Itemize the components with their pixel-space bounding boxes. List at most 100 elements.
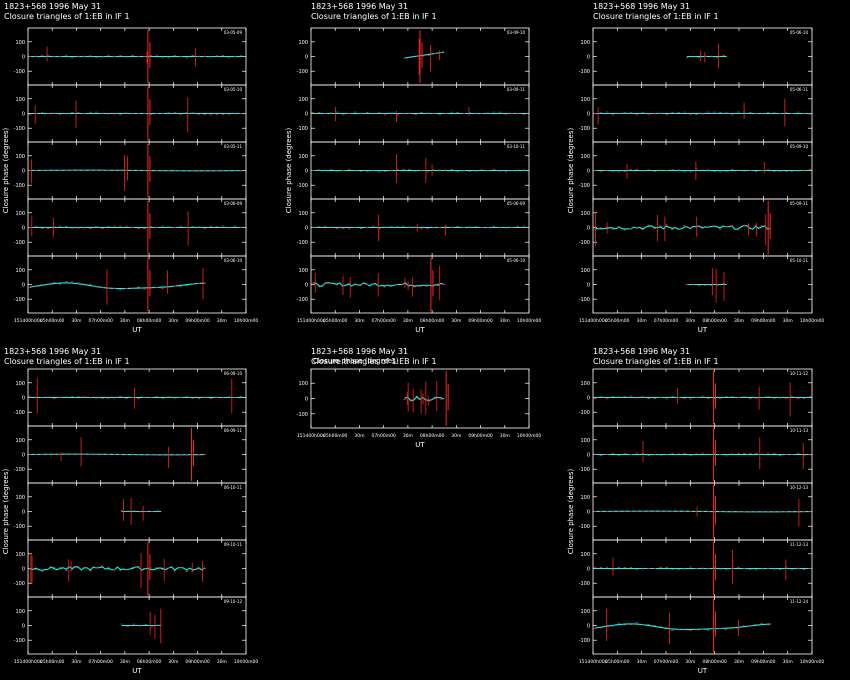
panel-label: 09-10-11 — [224, 542, 243, 547]
x-tick-label: 30m — [500, 318, 510, 324]
panel-label: 09-10-12 — [224, 599, 243, 604]
panel-frame — [310, 368, 530, 429]
x-tick-label: 30m — [168, 659, 178, 665]
panel-label: 03-05-09 — [224, 30, 243, 35]
panel-label: 03-09-10 — [507, 30, 526, 35]
y-tick-label: -100 — [579, 581, 590, 587]
x-tick-label: 10h00m00 — [800, 659, 825, 665]
y-tick-label: 100 — [580, 211, 590, 217]
x-tick-label: 30m — [217, 659, 227, 665]
x-tick-label: 07h00m00 — [654, 659, 679, 665]
x-tick-label: 07h00m00 — [371, 433, 396, 439]
y-tick-label: 100 — [580, 495, 590, 501]
x-tick-label: 30m — [500, 433, 510, 439]
y-tick-label: 100 — [298, 97, 308, 103]
panel-label: 03-05-10 — [224, 87, 243, 92]
panel-label: 05-09-11 — [790, 201, 809, 206]
x-tick-label: 30m — [403, 318, 413, 324]
chart-title: 1823+568 1996 May 31 — [311, 2, 408, 11]
y-tick-label: 100 — [298, 381, 308, 387]
y-tick-label: 100 — [15, 211, 25, 217]
y-tick-label: 0 — [587, 226, 590, 232]
x-axis-label: UT — [415, 441, 425, 449]
y-axis-label: Closure phase (degrees) — [313, 357, 399, 365]
x-tick-label: 30m — [451, 433, 461, 439]
y-tick-label: -100 — [14, 126, 25, 132]
y-tick-label: 0 — [22, 226, 25, 232]
y-tick-label: 0 — [22, 453, 25, 459]
x-tick-label: 08h00m00 — [420, 433, 445, 439]
y-tick-label: 100 — [580, 97, 590, 103]
chart-subtitle: Closure triangles of 1:EB in IF 1 — [593, 12, 719, 21]
y-tick-label: -100 — [14, 297, 25, 303]
chart-title: 1823+568 1996 May 31 — [4, 2, 101, 11]
x-tick-label: 10h00m00 — [517, 318, 542, 324]
panel-label: 05-06-10 — [507, 258, 526, 263]
x-tick-label: 151d00h00s — [14, 659, 43, 665]
x-tick-label: 30m — [168, 318, 178, 324]
chart-subtitle: Closure triangles of 1:EB in IF 1 — [4, 357, 130, 366]
x-tick-label: 08h00m00 — [137, 318, 162, 324]
panel-label: 05-06-11 — [790, 87, 809, 92]
x-axis-label: UT — [415, 326, 425, 334]
x-tick-label: 09h00m00 — [185, 318, 210, 324]
y-tick-label: 100 — [580, 268, 590, 274]
panel-frame — [592, 596, 813, 655]
panel-label: 03-09-11 — [507, 87, 526, 92]
x-tick-label: 151d00h00s — [579, 318, 608, 324]
x-tick-label: 05h00m00 — [40, 659, 65, 665]
y-tick-label: 0 — [587, 510, 590, 516]
y-tick-label: -100 — [14, 581, 25, 587]
x-tick-label: 30m — [783, 659, 793, 665]
y-axis-label: Closure phase (degrees) — [2, 128, 10, 214]
x-tick-label: 30m — [451, 318, 461, 324]
x-tick-label: 07h00m00 — [371, 318, 396, 324]
x-tick-label: 30m — [120, 659, 130, 665]
y-tick-label: -100 — [579, 183, 590, 189]
y-tick-label: 100 — [15, 438, 25, 444]
y-tick-label: 100 — [298, 40, 308, 46]
x-tick-label: 05h00m00 — [323, 433, 348, 439]
y-tick-label: 0 — [305, 226, 308, 232]
x-tick-label: 08h00m00 — [702, 659, 727, 665]
y-tick-label: -100 — [14, 410, 25, 416]
panel-label: 05-09-10 — [790, 144, 809, 149]
y-tick-label: 0 — [22, 112, 25, 118]
model-line — [404, 396, 445, 401]
x-tick-label: 07h00m00 — [654, 318, 679, 324]
panel-frame — [310, 255, 530, 314]
y-tick-label: 100 — [580, 154, 590, 160]
y-tick-label: 0 — [587, 624, 590, 630]
y-tick-label: -100 — [297, 126, 308, 132]
y-tick-label: 100 — [15, 381, 25, 387]
model-line — [594, 623, 771, 631]
y-tick-label: 0 — [587, 453, 590, 459]
x-tick-label: 30m — [71, 318, 81, 324]
panel-label: 05-06-09 — [507, 201, 526, 206]
y-tick-label: -100 — [579, 69, 590, 75]
y-tick-label: -100 — [297, 412, 308, 418]
chart-subtitle: Closure triangles of 1:EB in IF 1 — [593, 357, 719, 366]
x-tick-label: 05h00m00 — [40, 318, 65, 324]
y-tick-label: 100 — [580, 609, 590, 615]
x-axis-label: UT — [698, 667, 708, 675]
y-tick-label: -100 — [14, 240, 25, 246]
y-tick-label: -100 — [579, 524, 590, 530]
y-tick-label: 100 — [15, 154, 25, 160]
y-tick-label: 0 — [305, 283, 308, 289]
x-tick-label: 10h00m00 — [234, 659, 259, 665]
y-tick-label: 0 — [587, 112, 590, 118]
chart-title: 1823+568 1996 May 31 — [593, 347, 690, 356]
y-tick-label: 100 — [15, 495, 25, 501]
panel-label: 03-05-11 — [224, 144, 243, 149]
x-tick-label: 30m — [734, 318, 744, 324]
panel-label: 10-12-13 — [790, 485, 809, 490]
x-tick-label: 09h00m00 — [751, 659, 776, 665]
y-tick-label: 0 — [305, 169, 308, 175]
y-tick-label: -100 — [579, 240, 590, 246]
y-tick-label: -100 — [14, 69, 25, 75]
y-tick-label: 100 — [580, 40, 590, 46]
x-tick-label: 151d00h00s — [297, 318, 326, 324]
panel-label: 05-10-11 — [790, 258, 809, 263]
